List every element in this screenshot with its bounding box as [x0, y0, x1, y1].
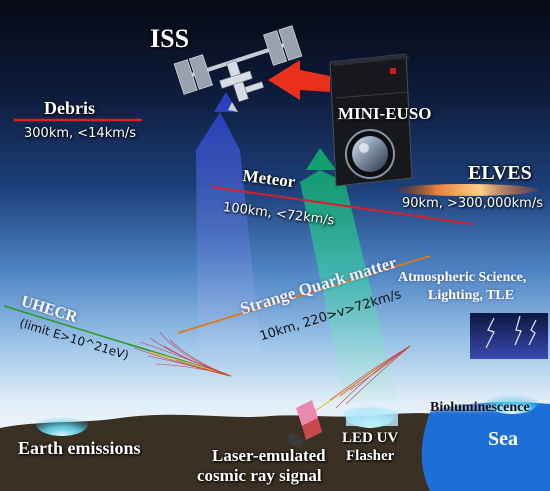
meteor-line [211, 186, 473, 225]
lightning-bolts [485, 315, 537, 349]
led-label-line2: Flasher [346, 448, 395, 464]
red-arrow [268, 60, 330, 100]
beam-teal-arrowhead [306, 148, 336, 170]
elves-info: 90km, >300,000km/s [402, 196, 543, 211]
sea-label: Sea [488, 428, 518, 450]
laser-label-line1: Laser-emulated [212, 446, 326, 465]
atmospheric-label-line2: Lighting, TLE [428, 288, 515, 303]
iss-station-graphic [173, 25, 303, 112]
laser-label-line2: cosmic ray signal [197, 466, 322, 485]
mini-euso-label: MINI-EUSO [338, 104, 432, 123]
led-label-line1: LED UV [342, 430, 399, 446]
laser-shower [329, 345, 411, 409]
iss-label: ISS [150, 24, 190, 53]
led-flasher-device [346, 410, 398, 426]
bioluminescence-label: Bioluminescence [430, 400, 530, 415]
observation-beam-teal [300, 170, 398, 402]
lightning-storm-image [470, 313, 548, 359]
debris-label: Debris [44, 98, 95, 118]
sea [421, 402, 550, 491]
ground [0, 413, 436, 491]
mini-euso-instrument-graphic [329, 53, 413, 187]
uhecr-shower [133, 331, 231, 377]
strange-quark-line [177, 255, 431, 334]
observation-beam-blue [196, 112, 262, 360]
earth-emission-glow [36, 412, 88, 436]
laser-device [286, 400, 322, 448]
debris-info: 300km, <14km/s [24, 126, 137, 141]
bioluminescence-glow [486, 390, 538, 414]
atmospheric-label-line1: Atmospheric Science, [398, 270, 527, 285]
earth-emissions-label: Earth emissions [18, 438, 141, 458]
elves-glow [394, 184, 538, 196]
elves-label: ELVES [468, 162, 532, 184]
